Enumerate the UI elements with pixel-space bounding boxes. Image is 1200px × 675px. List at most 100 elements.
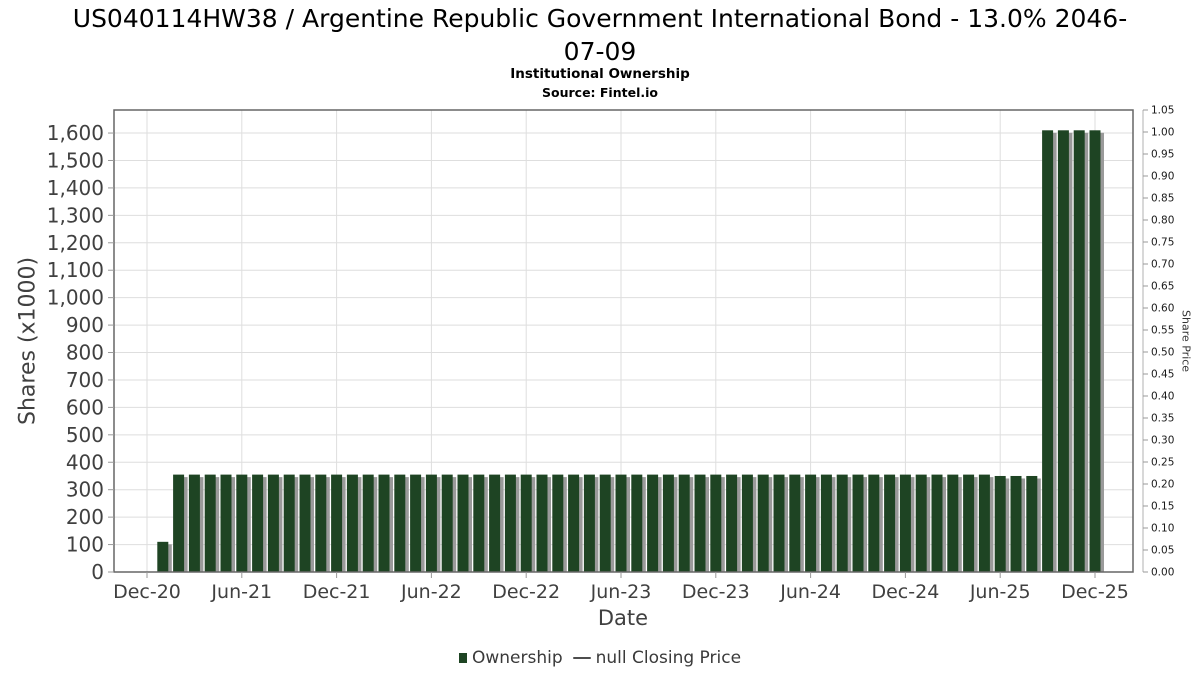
right-tick-label: 0.55 <box>1151 325 1174 337</box>
ownership-bar <box>425 474 437 572</box>
ownership-bar <box>726 474 738 572</box>
ownership-bar <box>915 474 927 572</box>
right-tick-label: 0.70 <box>1151 259 1174 271</box>
ownership-bar <box>1057 130 1069 572</box>
right-tick-label: 1.05 <box>1151 105 1174 117</box>
right-tick-label: 0.90 <box>1151 171 1174 183</box>
page-title-line1: US040114HW38 / Argentine Republic Govern… <box>72 4 1128 33</box>
ownership-bar <box>1010 475 1022 572</box>
left-tick-label: 100 <box>66 533 104 557</box>
right-tick-label: 1.00 <box>1151 127 1174 139</box>
x-tick-label: Dec-21 <box>303 581 371 603</box>
ownership-bar <box>1042 130 1054 572</box>
x-tick-label: Dec-20 <box>113 581 181 603</box>
ownership-bar <box>220 474 232 572</box>
ownership-bar <box>378 474 390 572</box>
right-axis-title: Share Price <box>1179 309 1193 373</box>
ownership-bar <box>552 474 564 572</box>
ownership-bar <box>252 474 264 572</box>
left-tick-label: 1,200 <box>47 231 104 255</box>
x-tick-label: Dec-22 <box>492 581 560 603</box>
ownership-bar <box>1089 130 1101 572</box>
ownership-bar <box>694 474 706 572</box>
ownership-bar <box>994 475 1006 572</box>
left-tick-label: 400 <box>66 450 104 474</box>
ownership-bar <box>789 474 801 572</box>
ownership-bar <box>710 474 722 572</box>
ownership-bar <box>899 474 911 572</box>
left-tick-label: 0 <box>91 560 104 584</box>
ownership-series-swatch-icon <box>458 653 467 663</box>
closing-price-line-icon <box>572 656 591 660</box>
ownership-bar <box>283 474 295 572</box>
left-tick-label: 800 <box>66 341 104 365</box>
ownership-bar <box>299 474 311 572</box>
chart-legend: Ownership null Closing Price <box>0 648 1200 668</box>
legend-closing-price-label: null Closing Price <box>595 648 742 668</box>
plot-frame <box>113 109 1134 573</box>
legend-item-closing-price[interactable]: null Closing Price <box>572 648 742 668</box>
ownership-bar <box>662 474 674 572</box>
left-tick-label: 1,100 <box>47 258 104 282</box>
left-tick-label: 1,300 <box>47 203 104 227</box>
ownership-bar <box>331 474 343 572</box>
ownership-bar <box>362 474 374 572</box>
left-tick-label: 1,600 <box>47 121 104 145</box>
right-tick-label: 0.50 <box>1151 347 1174 359</box>
ownership-bar <box>520 474 532 572</box>
ownership-bar <box>978 474 990 572</box>
ownership-bar <box>315 474 327 572</box>
ownership-bar <box>1026 475 1038 572</box>
right-tick-label: 0.05 <box>1151 545 1174 557</box>
right-tick-label: 0.25 <box>1151 457 1174 469</box>
x-tick-label: Jun-25 <box>969 581 1031 603</box>
ownership-bar <box>931 474 943 572</box>
ownership-bar <box>536 474 548 572</box>
ownership-bar <box>757 474 769 572</box>
chart-source: Source: Fintel.io <box>542 85 658 100</box>
x-tick-label: Jun-22 <box>400 581 462 603</box>
ownership-bar <box>615 474 627 572</box>
x-tick-label: Dec-25 <box>1061 581 1129 603</box>
right-tick-label: 0.40 <box>1151 391 1174 403</box>
left-axis-title: Shares (x1000) <box>15 256 41 426</box>
ownership-bar <box>836 474 848 572</box>
right-tick-label: 0.15 <box>1151 501 1174 513</box>
chart-subtitle: Institutional Ownership <box>510 66 690 82</box>
ownership-bar <box>188 474 200 572</box>
ownership-bar <box>267 474 279 572</box>
right-tick-label: 0.10 <box>1151 523 1174 535</box>
left-tick-label: 300 <box>66 478 104 502</box>
x-axis-title: Date <box>597 606 649 630</box>
x-tick-label: Dec-23 <box>682 581 750 603</box>
ownership-bar <box>173 474 185 572</box>
right-tick-label: 0.60 <box>1151 303 1174 315</box>
page-title: US040114HW38 / Argentine Republic Govern… <box>0 2 1200 68</box>
right-tick-label: 0.65 <box>1151 281 1174 293</box>
ownership-bar <box>583 474 595 572</box>
x-tick-label: Jun-24 <box>779 581 841 603</box>
ownership-bar <box>773 474 785 572</box>
right-tick-label: 0.45 <box>1151 369 1174 381</box>
ownership-bar <box>157 541 169 572</box>
ownership-bar <box>884 474 896 572</box>
ownership-bar <box>441 474 453 572</box>
ownership-bar <box>1073 130 1085 572</box>
right-tick-label: 0.80 <box>1151 215 1174 227</box>
legend-ownership-label: Ownership <box>471 648 563 668</box>
ownership-bar <box>741 474 753 572</box>
ownership-bar <box>947 474 959 572</box>
left-tick-label: 600 <box>66 395 104 419</box>
ownership-bar <box>489 474 501 572</box>
x-tick-label: Jun-23 <box>590 581 652 603</box>
ownership-bar <box>568 474 580 572</box>
right-tick-label: 0.30 <box>1151 435 1174 447</box>
legend-item-ownership[interactable]: Ownership <box>458 648 563 668</box>
right-tick-label: 0.35 <box>1151 413 1174 425</box>
ownership-bar <box>868 474 880 572</box>
ownership-bar <box>457 474 469 572</box>
ownership-bar <box>599 474 611 572</box>
left-tick-label: 200 <box>66 505 104 529</box>
left-tick-label: 1,000 <box>47 286 104 310</box>
left-tick-label: 1,500 <box>47 148 104 172</box>
